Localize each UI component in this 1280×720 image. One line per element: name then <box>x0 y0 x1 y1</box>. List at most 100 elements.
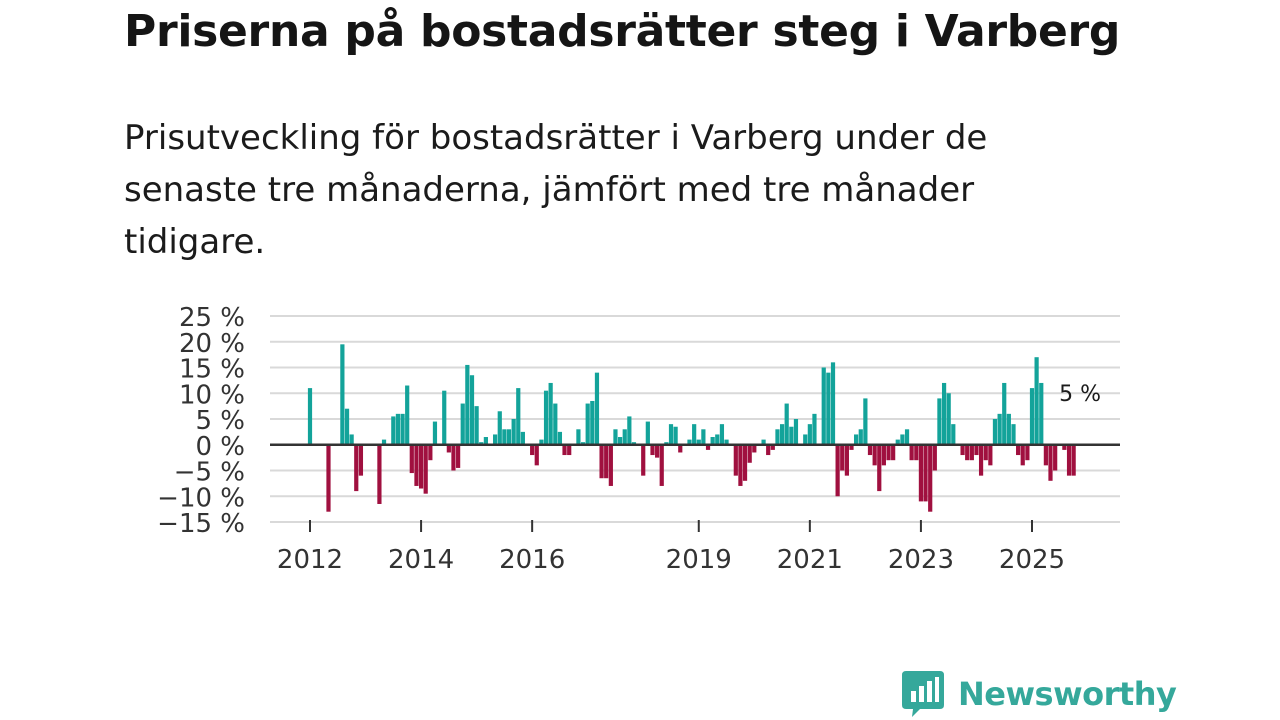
bar <box>923 444 928 502</box>
bar <box>1034 357 1039 445</box>
bar <box>826 372 831 445</box>
bar <box>442 390 447 445</box>
x-tick-label: 2025 <box>999 545 1065 575</box>
bar <box>849 444 854 450</box>
bar <box>844 444 849 476</box>
bar <box>645 421 650 445</box>
bar <box>928 444 933 512</box>
bar <box>742 444 748 481</box>
bar <box>1053 444 1058 471</box>
bar <box>668 424 674 445</box>
bar <box>997 413 1002 445</box>
bar <box>631 442 637 445</box>
bar <box>377 444 382 504</box>
bar <box>557 431 563 445</box>
bar <box>988 444 993 466</box>
bar <box>395 413 401 445</box>
bar <box>937 398 942 445</box>
bar <box>400 413 405 445</box>
bar <box>641 444 646 476</box>
bar <box>344 408 350 445</box>
bar <box>775 429 780 445</box>
bar <box>872 444 877 466</box>
bar <box>863 398 868 445</box>
bar <box>548 382 553 445</box>
bar <box>479 442 484 445</box>
bar <box>738 444 743 486</box>
bar <box>553 403 558 445</box>
bar <box>932 444 937 471</box>
bar <box>914 444 919 461</box>
page-subtitle: Prisutveckling för bostadsrätter i Varbe… <box>124 118 988 262</box>
bar <box>655 444 660 458</box>
y-tick-label: 20 % <box>179 329 245 359</box>
bar <box>307 388 313 445</box>
bar <box>506 429 512 445</box>
bar <box>405 385 410 445</box>
bar <box>358 444 364 476</box>
x-tick-label: 2012 <box>277 545 343 575</box>
bar <box>733 444 738 476</box>
bar <box>516 388 521 445</box>
bar <box>1071 444 1076 476</box>
bar <box>678 444 683 453</box>
bar <box>604 444 609 479</box>
y-tick-label: 15 % <box>179 355 245 385</box>
bar <box>1011 424 1016 445</box>
bar <box>483 437 488 445</box>
bar <box>858 429 863 445</box>
bar <box>673 426 678 445</box>
bar <box>946 393 951 445</box>
bar <box>520 431 525 445</box>
bar <box>469 375 475 445</box>
bar <box>534 444 539 466</box>
bar <box>909 444 914 461</box>
bar <box>428 444 433 461</box>
bar <box>1048 444 1053 481</box>
bar <box>497 411 502 445</box>
bar <box>724 439 729 445</box>
bar <box>965 444 970 461</box>
bar <box>854 434 859 445</box>
newsworthy-logo[interactable]: Newsworthy <box>902 671 1177 717</box>
x-tick-label: 2023 <box>888 545 954 575</box>
bar <box>340 344 345 445</box>
page-title: Priserna på bostadsrätter steg i Varberg <box>124 6 1121 57</box>
bar <box>659 444 664 486</box>
bar <box>840 444 845 471</box>
bar <box>613 429 618 445</box>
bar <box>992 419 998 445</box>
bar <box>511 419 516 445</box>
bar <box>391 416 396 445</box>
y-tick-label: 0 % <box>195 432 245 462</box>
bar <box>502 429 507 445</box>
bar <box>1039 382 1044 445</box>
bar <box>1043 444 1048 466</box>
x-tick-label: 2019 <box>666 545 732 575</box>
bar <box>585 403 590 445</box>
bar <box>493 434 498 445</box>
bar <box>349 434 354 445</box>
labels: 25 %20 %15 %10 %5 %0 %−5 %−10 %−15 %2012… <box>157 303 1101 575</box>
bar <box>1029 388 1035 445</box>
bar <box>627 416 632 445</box>
y-tick-label: 10 % <box>179 380 245 410</box>
bar <box>423 444 428 494</box>
bar <box>715 434 720 445</box>
bar <box>594 372 600 445</box>
brand-name: Newsworthy <box>958 675 1177 713</box>
bar <box>692 424 697 445</box>
bar <box>779 424 785 445</box>
bar <box>789 426 794 445</box>
y-tick-label: −10 % <box>157 483 245 513</box>
newsworthy-logo-icon <box>902 671 944 717</box>
x-tick-label: 2016 <box>499 545 565 575</box>
bar <box>719 424 725 445</box>
y-tick-label: −5 % <box>174 458 245 488</box>
bar <box>766 444 771 456</box>
bar <box>752 444 757 453</box>
bar <box>830 362 836 445</box>
bar <box>803 434 808 445</box>
bar <box>770 444 775 450</box>
